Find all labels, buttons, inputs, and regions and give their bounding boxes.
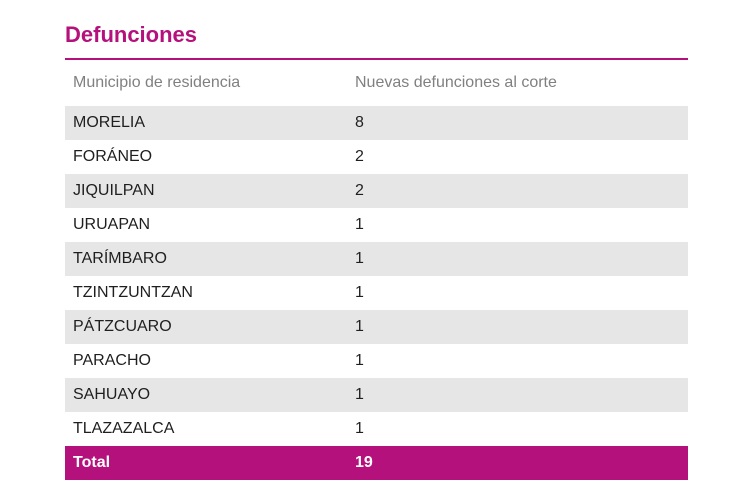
cell-defunciones: 1 xyxy=(355,284,364,301)
table-row: TZINTZUNTZAN 1 xyxy=(65,276,688,310)
cell-municipio: SAHUAYO xyxy=(65,378,347,412)
cell-municipio: TZINTZUNTZAN xyxy=(73,284,193,301)
table-row: SAHUAYO 1 xyxy=(65,378,688,412)
cell-municipio: MORELIA xyxy=(65,106,347,140)
table-header-row: Municipio de residencia Nuevas defuncion… xyxy=(65,60,688,106)
defunciones-panel: Defunciones Municipio de residencia Nuev… xyxy=(65,18,688,480)
cell-defunciones: 1 xyxy=(355,352,364,369)
table-row: JIQUILPAN 2 xyxy=(65,174,688,208)
total-value: 19 xyxy=(347,446,688,480)
total-row: Total 19 xyxy=(65,446,688,480)
cell-defunciones: 2 xyxy=(355,148,364,165)
total-label: Total xyxy=(65,446,347,480)
cell-municipio: PÁTZCUARO xyxy=(65,310,347,344)
table-row: PARACHO 1 xyxy=(65,344,688,378)
cell-defunciones: 1 xyxy=(347,310,688,344)
table-row: PÁTZCUARO 1 xyxy=(65,310,688,344)
table-row: TLAZAZALCA 1 xyxy=(65,412,688,446)
defunciones-table: Municipio de residencia Nuevas defuncion… xyxy=(65,60,688,480)
table-row: MORELIA 8 xyxy=(65,106,688,140)
cell-defunciones: 8 xyxy=(347,106,688,140)
cell-municipio: TARÍMBARO xyxy=(65,242,347,276)
table-row: FORÁNEO 2 xyxy=(65,140,688,174)
cell-municipio: TLAZAZALCA xyxy=(73,420,175,437)
cell-municipio: FORÁNEO xyxy=(73,148,153,165)
cell-defunciones: 1 xyxy=(347,242,688,276)
header-defunciones: Nuevas defunciones al corte xyxy=(355,74,557,91)
cell-defunciones: 2 xyxy=(347,174,688,208)
table-row: TARÍMBARO 1 xyxy=(65,242,688,276)
cell-defunciones: 1 xyxy=(355,216,364,233)
cell-municipio: URUAPAN xyxy=(73,216,151,233)
cell-municipio: JIQUILPAN xyxy=(65,174,347,208)
title-divider xyxy=(65,58,688,60)
section-title: Defunciones xyxy=(65,22,198,47)
cell-municipio: PARACHO xyxy=(73,352,151,369)
header-municipio: Municipio de residencia xyxy=(73,74,241,91)
cell-defunciones: 1 xyxy=(347,378,688,412)
table-row: URUAPAN 1 xyxy=(65,208,688,242)
cell-defunciones: 1 xyxy=(355,420,364,437)
